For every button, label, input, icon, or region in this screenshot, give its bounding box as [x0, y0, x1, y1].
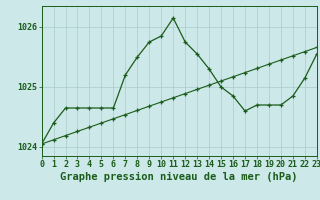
X-axis label: Graphe pression niveau de la mer (hPa): Graphe pression niveau de la mer (hPa): [60, 172, 298, 182]
